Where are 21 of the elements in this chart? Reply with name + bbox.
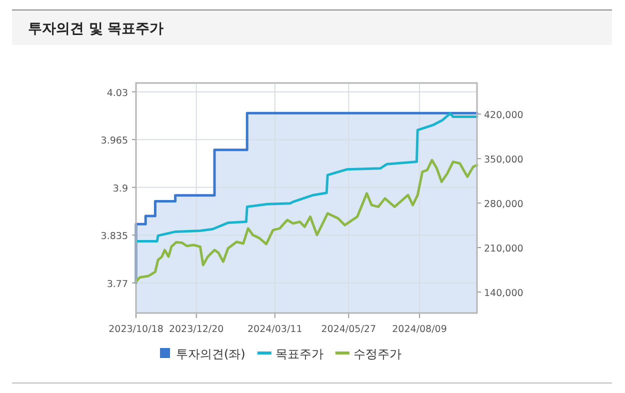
y2-tick-label: 420,000 (484, 110, 524, 122)
x-tick-label: 2024/08/09 (392, 324, 447, 335)
line-series (134, 112, 478, 242)
legend-label: 목표주가 (275, 347, 324, 361)
chart-title: 투자의견 및 목표주가 (28, 21, 164, 37)
y2-tick-label: 210,000 (484, 244, 524, 255)
y-tick-label: 4.03 (106, 88, 128, 99)
x-tick-label: 2024/05/27 (321, 324, 376, 335)
x-tick-label: 2023/12/20 (168, 324, 224, 335)
y2-tick-label: 280,000 (484, 199, 524, 210)
y-tick-label: 3.77 (106, 278, 128, 290)
legend-label: 투자의견(좌) (176, 347, 246, 361)
y2-tick-label: 350,000 (484, 154, 524, 166)
legend-label: 수정주가 (353, 347, 402, 361)
y-tick-label: 3.9 (112, 183, 128, 194)
x-tick-label: 2023/10/18 (108, 324, 164, 335)
x-tick-label: 2024/03/11 (248, 324, 302, 335)
y2-tick-label: 140,000 (484, 288, 524, 300)
y-tick-label: 3.965 (100, 136, 128, 147)
line-series (134, 158, 478, 283)
y-tick-label: 3.835 (100, 231, 128, 242)
